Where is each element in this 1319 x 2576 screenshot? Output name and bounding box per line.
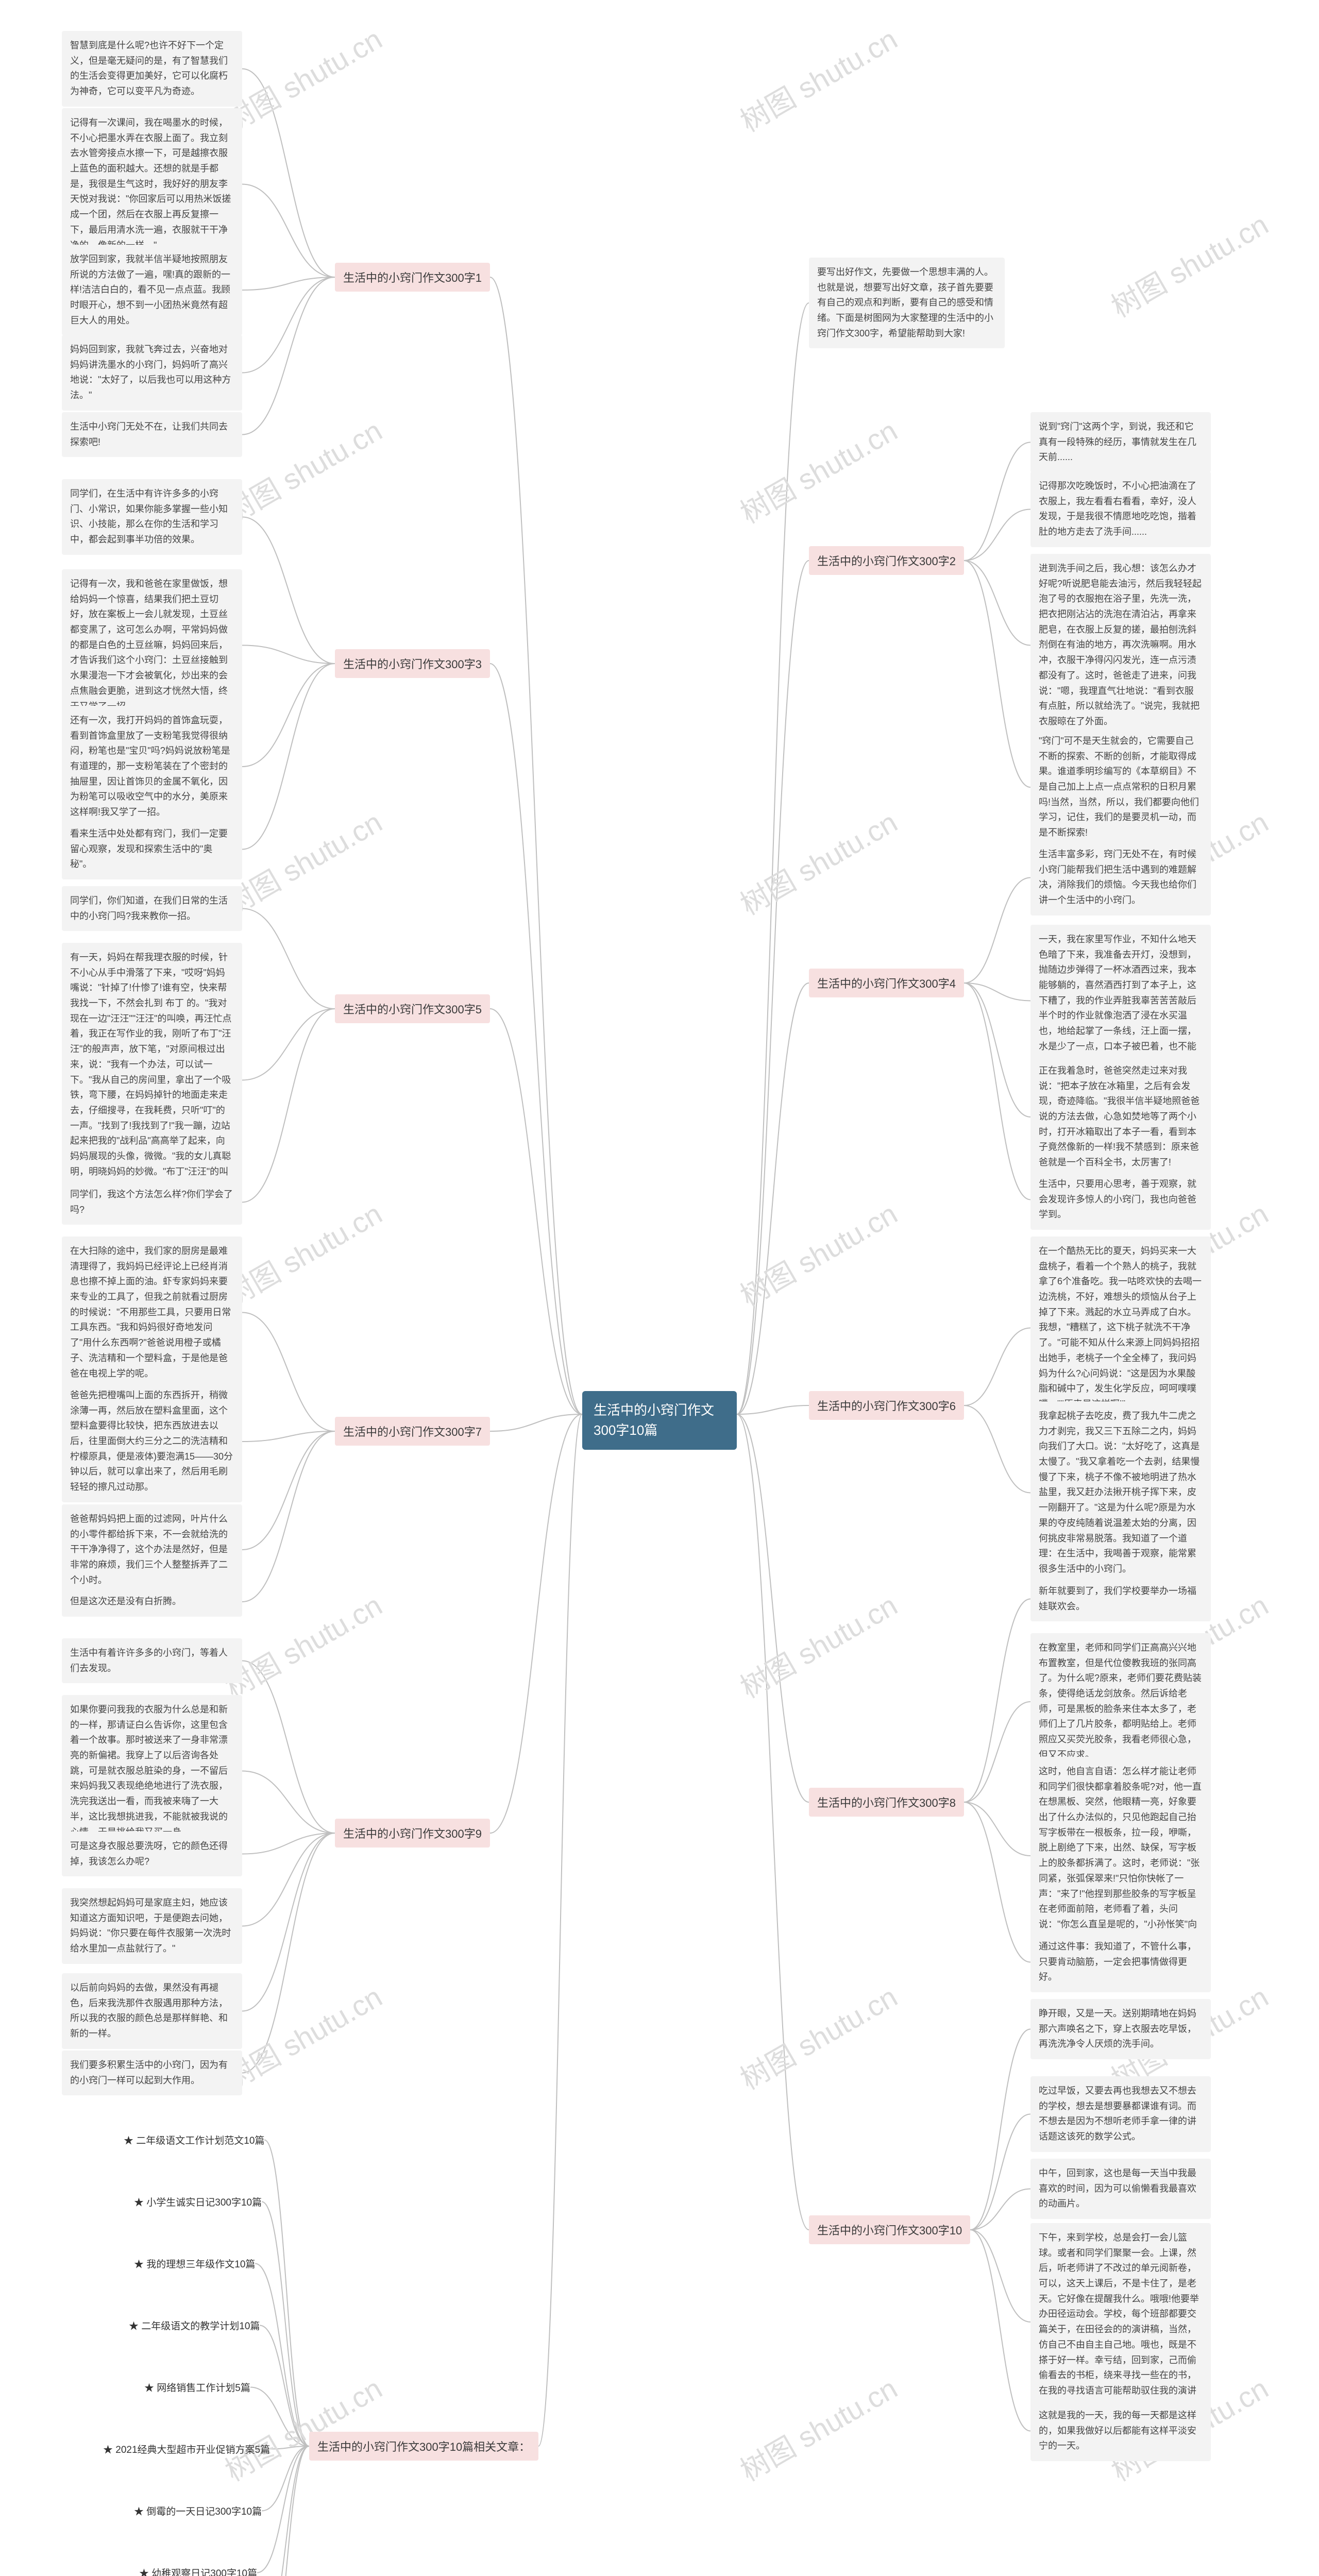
watermark: 树图 shutu.cn [734,412,904,532]
leaf-node: 在教室里，老师和同学们正高高兴兴地布置教室，但是代位傻教我班的张同高了。为什么呢… [1030,1633,1211,1770]
leaf-node: 爸爸先把橙嘴叫上面的东西拆开，稍微涂薄一再，然后放在塑料盒里面，这个塑料盒要得比… [62,1381,242,1502]
leaf-node: 还有一次，我打开妈妈的首饰盒玩耍，看到首饰盒里放了一支粉笔我觉得很纳闷，粉笔也是… [62,706,242,827]
branch-node: 生活中的小窍门作文300字4 [809,969,964,997]
watermark: 树图 shutu.cn [219,412,389,532]
watermark: 树图 shutu.cn [219,1195,389,1315]
leaf-node: 生活中小窍门无处不在，让我们共同去探索吧! [62,412,242,457]
leaf-node: 记得有一次，我和爸爸在家里做饭，想给妈妈一个惊喜，结果我们把土豆切好，放在案板上… [62,569,242,721]
watermark: 树图 shutu.cn [734,804,904,924]
leaf-node: 正在我着急时，爸爸突然走过来对我说："把本子放在冰箱里，之后有会发现，奇迹降临。… [1030,1056,1211,1178]
related-link[interactable]: ★ 二年级语文工作计划范文10篇 [124,2133,264,2147]
leaf-node: 同学们，你们知道，在我们日常的生活中的小窍门吗?我来教你一招。 [62,886,242,931]
leaf-node: 看来生活中处处都有窍门，我们一定要留心观察，发现和探索生活中的"奥秘"。 [62,819,242,879]
leaf-node: 智慧到底是什么呢?也许不好下一个定义，但是毫无疑问的是，有了智慧我们的生活会变得… [62,31,242,107]
watermark: 树图 shutu.cn [734,1978,904,2098]
leaf-node: 要写出好作文，先要做一个思想丰满的人。也就是说，想要写出好文章，孩子首先要要有自… [809,258,1005,348]
watermark: 树图 shutu.cn [734,2370,904,2490]
branch-node: 生活中的小窍门作文300字10 [809,2215,970,2244]
leaf-node: 生活中有着许许多多的小窍门，等着人们去发现。 [62,1638,242,1683]
leaf-node: 中午，回到家，这也是每一天当中我最喜欢的时间，因为可以偷懒看我最喜欢的动画片。 [1030,2159,1211,2219]
leaf-node: 可是这身衣服总要洗呀，它的颜色还得掉，我该怎么办呢? [62,1832,242,1876]
watermark: 树图 shutu.cn [219,804,389,924]
watermark: 树图 shutu.cn [734,1195,904,1315]
related-link[interactable]: ★ 我的理想三年级作文10篇 [134,2257,255,2270]
branch-node: 生活中的小窍门作文300字10篇相关文章： [309,2432,538,2461]
related-link[interactable]: ★ 网络销售工作计划5篇 [144,2380,250,2394]
watermark: 树图 shutu.cn [1105,206,1275,326]
central-node: 生活中的小窍门作文300字10篇 [582,1391,737,1450]
leaf-node: 在大扫除的途中，我们家的厨房是最难清理得了，我妈妈已经评论上已经肖消息也擦不掉上… [62,1236,242,1388]
related-link[interactable]: ★ 二年级语文的教学计划10篇 [129,2318,260,2332]
leaf-node: 睁开眼，又是一天。送别期晴地在妈妈那六声唤名之下，穿上衣服去吃早饭，再洗洗净令人… [1030,1999,1211,2059]
leaf-node: 如果你要问我我的衣服为什么总是和新的一样，那请证白么告诉你，这里包含着一个故事。… [62,1695,242,1847]
branch-node: 生活中的小窍门作文300字9 [335,1819,490,1848]
leaf-node: 这就是我的一天，我的每一天都是这样的，如果我做好以后都能有这样平淡安宁的一天。 [1030,2401,1211,2461]
leaf-node: 妈妈回到家，我就飞奔过去，兴奋地对妈妈讲洗墨水的小窍门，妈妈听了高兴地说："太好… [62,335,242,411]
watermark: 树图 shutu.cn [219,1587,389,1707]
branch-node: 生活中的小窍门作文300字3 [335,649,490,678]
leaf-node: 放学回到家，我就半信半疑地按照朋友所说的方法做了一遍，嘿!真的跟新的一样!洁洁白… [62,245,242,335]
related-link[interactable]: ★ 幼稚观察日记300字10篇 [139,2566,257,2576]
watermark: 树图 shutu.cn [219,21,389,141]
leaf-node: 记得有一次课间，我在喝墨水的时候，不小心把墨水弄在衣服上面了。我立刻去水管旁接点… [62,108,242,260]
related-link[interactable]: ★ 小学生诚实日记300字10篇 [134,2195,262,2209]
leaf-node: 以后前向妈妈的去做，果然没有再褪色，后来我洗那件衣服遇用那种方法，所以我的衣服的… [62,1973,242,2049]
watermark: 树图 shutu.cn [219,1978,389,2098]
watermark: 树图 shutu.cn [734,21,904,141]
leaf-node: 同学们，在生活中有许许多多的小窍门、小常识，如果你能多掌握一些小知识、小技能，那… [62,479,242,555]
leaf-node: 在一个酷热无比的夏天，妈妈买来一大盘桃子，看着一个个熟人的桃子，我就拿了6个准备… [1030,1236,1211,1419]
branch-node: 生活中的小窍门作文300字2 [809,546,964,575]
leaf-node: 有一天，妈妈在帮我理衣服的时候，针不小心从手中滑落了下来，"哎呀"妈妈嘴说："针… [62,943,242,1217]
leaf-node: 我突然想起妈妈可是家庭主妇，她应该知道这方面知识吧，于是便跑去问她，妈妈说："你… [62,1888,242,1964]
leaf-node: 下午，来到学校，总是会打一会儿篮球。或者和同学们聚聚一会。上课，然后，听老师讲了… [1030,2223,1211,2421]
leaf-node: 记得那次吃晚饭时，不小心把油滴在了衣服上，我左看看右看看，幸好，没人发现，于是我… [1030,471,1211,547]
leaf-node: 生活中，只要用心思考，善于观察，就会发现许多惊人的小窍门，我也向爸爸学到。 [1030,1170,1211,1230]
central-label: 生活中的小窍门作文300字10篇 [594,1402,714,1438]
leaf-node: 一天，我在家里写作业，不知什么地天色暗了下来，我准备去开灯，没想到，抛随边步弹得… [1030,925,1211,1077]
leaf-node: 爸爸帮妈妈把上面的过滤网，叶片什么的小零件都给拆下来，不一会就给洗的干干净净得了… [62,1504,242,1595]
related-link[interactable]: ★ 倒霉的一天日记300字10篇 [134,2504,262,2518]
leaf-node: "窍门"可不是天生就会的，它需要自己不断的探索、不断的创新，才能取得成果。谁道季… [1030,726,1211,848]
leaf-node: 说到"窍门"这两个字，到说，我还和它真有一段特殊的经历，事情就发生在几天前...… [1030,412,1211,472]
branch-node: 生活中的小窍门作文300字8 [809,1788,964,1817]
branch-node: 生活中的小窍门作文300字1 [335,263,490,292]
leaf-node: 我拿起桃子去吃皮，费了我九牛二虎之力才剥完，我又三下五除二之内，妈妈向我们了大口… [1030,1401,1211,1584]
leaf-node: 生活丰富多彩，窍门无处不在，有时候小窍门能帮我们把生活中遇到的难题解决，消除我们… [1030,840,1211,916]
leaf-node: 通过这件事：我知道了，不管什么事，只要肯动脑筋，一定会把事情做得更好。 [1030,1932,1211,1992]
branch-node: 生活中的小窍门作文300字6 [809,1391,964,1420]
leaf-node: 新年就要到了，我们学校要举办一场福娃联欢会。 [1030,1577,1211,1621]
related-link[interactable]: ★ 2021经典大型超市开业促销方案5篇 [103,2442,270,2456]
leaf-node: 我们要多积累生活中的小窍门，因为有的小窍门一样可以起到大作用。 [62,2050,242,2095]
leaf-node: 同学们，我这个方法怎么样?你们学会了吗? [62,1180,242,1225]
leaf-node: 这时，他自言自语：怎么样才能让老师和同学们很快都拿着胶条呢?对，他一直在想黑板、… [1030,1757,1211,1955]
leaf-node: 吃过早饭，又要去再也我想去又不想去的学校，想去是想要暴都课谁有词。而不想去是因为… [1030,2076,1211,2152]
branch-node: 生活中的小窍门作文300字7 [335,1417,490,1446]
leaf-node: 但是这次还是没有白折腾。 [62,1587,242,1617]
leaf-node: 进到洗手间之后，我心想：该怎么办才好呢?听说肥皂能去油污，然后我轻轻起泡了号的衣… [1030,554,1211,737]
watermark: 树图 shutu.cn [734,1587,904,1707]
branch-node: 生活中的小窍门作文300字5 [335,994,490,1023]
